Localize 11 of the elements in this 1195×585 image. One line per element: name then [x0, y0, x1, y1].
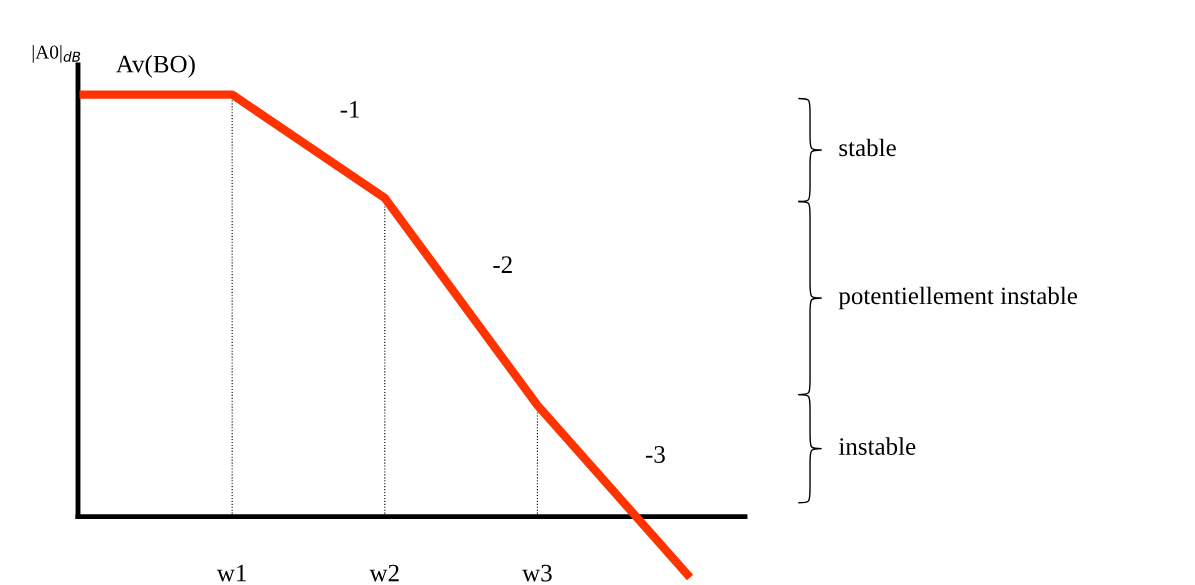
y-axis-title: |A0|$_{dB}$	[32, 45, 81, 63]
series-label: Av(BO)	[116, 54, 195, 78]
text: stable	[839, 138, 896, 157]
x-tick-label: w3	[522, 564, 552, 582]
x-tick-label: w2	[369, 564, 399, 582]
text: instable	[838, 437, 916, 455]
x-tick-label: w1	[216, 564, 246, 582]
text: potentiellement instable	[838, 286, 1078, 310]
annotation: -3	[645, 446, 665, 463]
annotation: -2	[493, 256, 512, 273]
annotation: -1	[340, 101, 360, 118]
